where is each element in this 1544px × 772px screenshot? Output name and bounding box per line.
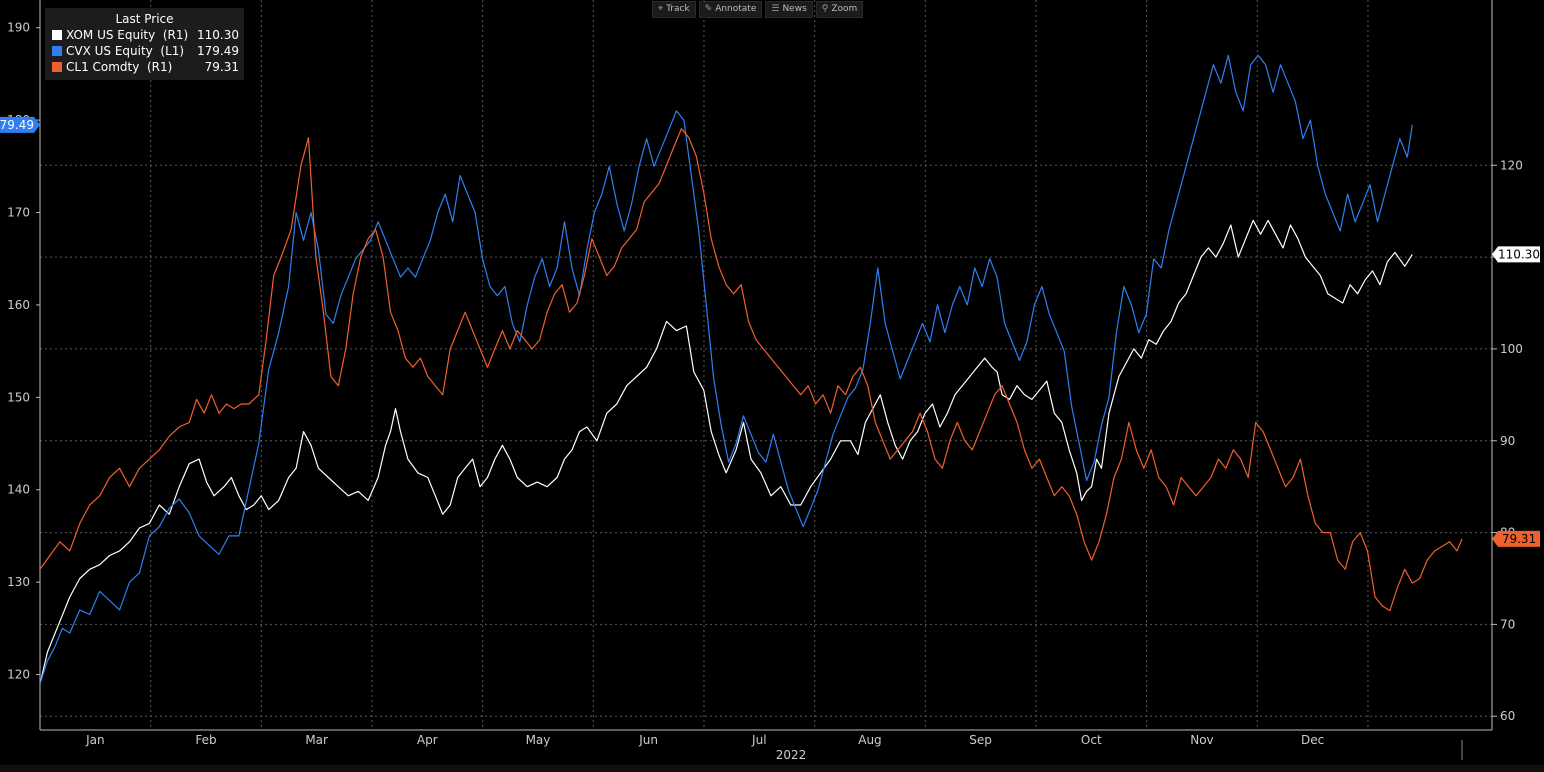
month-tick-label: May	[526, 733, 551, 747]
axes	[36, 0, 1497, 760]
series-line-xom	[39, 219, 1413, 685]
right-axis-tick-label: 70	[1500, 617, 1515, 631]
last-value-tag-xom: 110.30	[1492, 246, 1540, 263]
tag-text: 179.49	[0, 118, 34, 132]
annotate-label: Annotate	[715, 4, 757, 14]
track-button[interactable]: ⌖ Track	[652, 1, 696, 18]
left-axis-tick-label: 140	[7, 483, 30, 497]
chart-toolbar: ⌖ Track ✎ Annotate ☰ News ⚲ Zoom	[652, 1, 864, 18]
month-tick-label: Jan	[85, 733, 105, 747]
last-value-tag-cvx: 179.49	[0, 116, 40, 133]
legend-item-value: 110.30	[197, 28, 239, 42]
left-axis-tick-label: 150	[7, 390, 30, 404]
news-button[interactable]: ☰ News	[765, 1, 813, 18]
legend-item-cl1[interactable]: CL1 Comdty (R1) 79.31	[45, 59, 244, 75]
legend-item-value: 79.31	[204, 60, 239, 74]
news-icon: ☰	[771, 4, 780, 14]
scroll-strip[interactable]	[0, 765, 1544, 772]
tag-text: 79.31	[1502, 532, 1536, 546]
zoom-button[interactable]: ⚲ Zoom	[815, 1, 864, 18]
month-tick-label: Nov	[1190, 733, 1213, 747]
legend-item-name: CVX US Equity (L1)	[66, 44, 185, 58]
month-tick-label: Aug	[858, 733, 881, 747]
legend-item-name: CL1 Comdty (R1)	[66, 60, 173, 74]
annotate-button[interactable]: ✎ Annotate	[698, 1, 763, 18]
month-tick-label: Mar	[305, 733, 328, 747]
month-tick-label: Oct	[1081, 733, 1102, 747]
right-axis-tick-label: 60	[1500, 709, 1515, 723]
legend-item-cvx[interactable]: CVX US Equity (L1) 179.49	[45, 43, 244, 59]
year-label: 2022	[776, 748, 807, 762]
right-axis-tick-label: 120	[1500, 158, 1523, 172]
grid-lines	[40, 0, 1492, 730]
right-axis-tick-label: 100	[1500, 342, 1523, 356]
legend-item-value: 179.49	[197, 44, 239, 58]
zoom-label: Zoom	[831, 4, 858, 14]
month-tick-label: Feb	[195, 733, 216, 747]
legend-swatch	[52, 30, 62, 40]
series-lines	[39, 54, 1463, 685]
last-value-tag-cl1: 79.31	[1492, 530, 1540, 547]
left-axis-tick-label: 170	[7, 206, 30, 220]
left-axis-tick-label: 160	[7, 298, 30, 312]
last-value-tags: 179.49 110.30 79.31	[0, 116, 1540, 547]
left-axis-tick-label: 190	[7, 21, 30, 35]
legend: Last Price XOM US Equity (R1) 110.30 CVX…	[45, 8, 244, 80]
tag-background	[1492, 530, 1540, 547]
legend-swatch	[52, 62, 62, 72]
series-line-cvx	[39, 54, 1413, 684]
tick-labels: 6070809010011012012013014015016017018019…	[7, 21, 1523, 762]
month-tick-label: Dec	[1301, 733, 1324, 747]
left-axis-tick-label: 130	[7, 575, 30, 589]
series-line-cl1	[39, 128, 1463, 612]
legend-swatch	[52, 46, 62, 56]
magnifier-icon: ⚲	[821, 4, 829, 14]
news-label: News	[782, 4, 807, 14]
legend-item-name: XOM US Equity (R1)	[66, 28, 189, 42]
tag-background	[1492, 246, 1540, 263]
month-tick-label: Jun	[638, 733, 658, 747]
tag-text: 110.30	[1498, 247, 1540, 261]
legend-item-xom[interactable]: XOM US Equity (R1) 110.30	[45, 27, 244, 43]
left-axis-tick-label: 120	[7, 668, 30, 682]
tag-background	[0, 116, 40, 133]
month-tick-label: Sep	[969, 733, 992, 747]
month-tick-label: Jul	[751, 733, 766, 747]
right-axis-tick-label: 90	[1500, 434, 1515, 448]
legend-title: Last Price	[115, 12, 174, 26]
track-label: Track	[666, 4, 690, 14]
pencil-icon: ✎	[704, 4, 713, 14]
month-tick-label: Apr	[417, 733, 438, 747]
crosshair-icon: ⌖	[658, 4, 664, 14]
